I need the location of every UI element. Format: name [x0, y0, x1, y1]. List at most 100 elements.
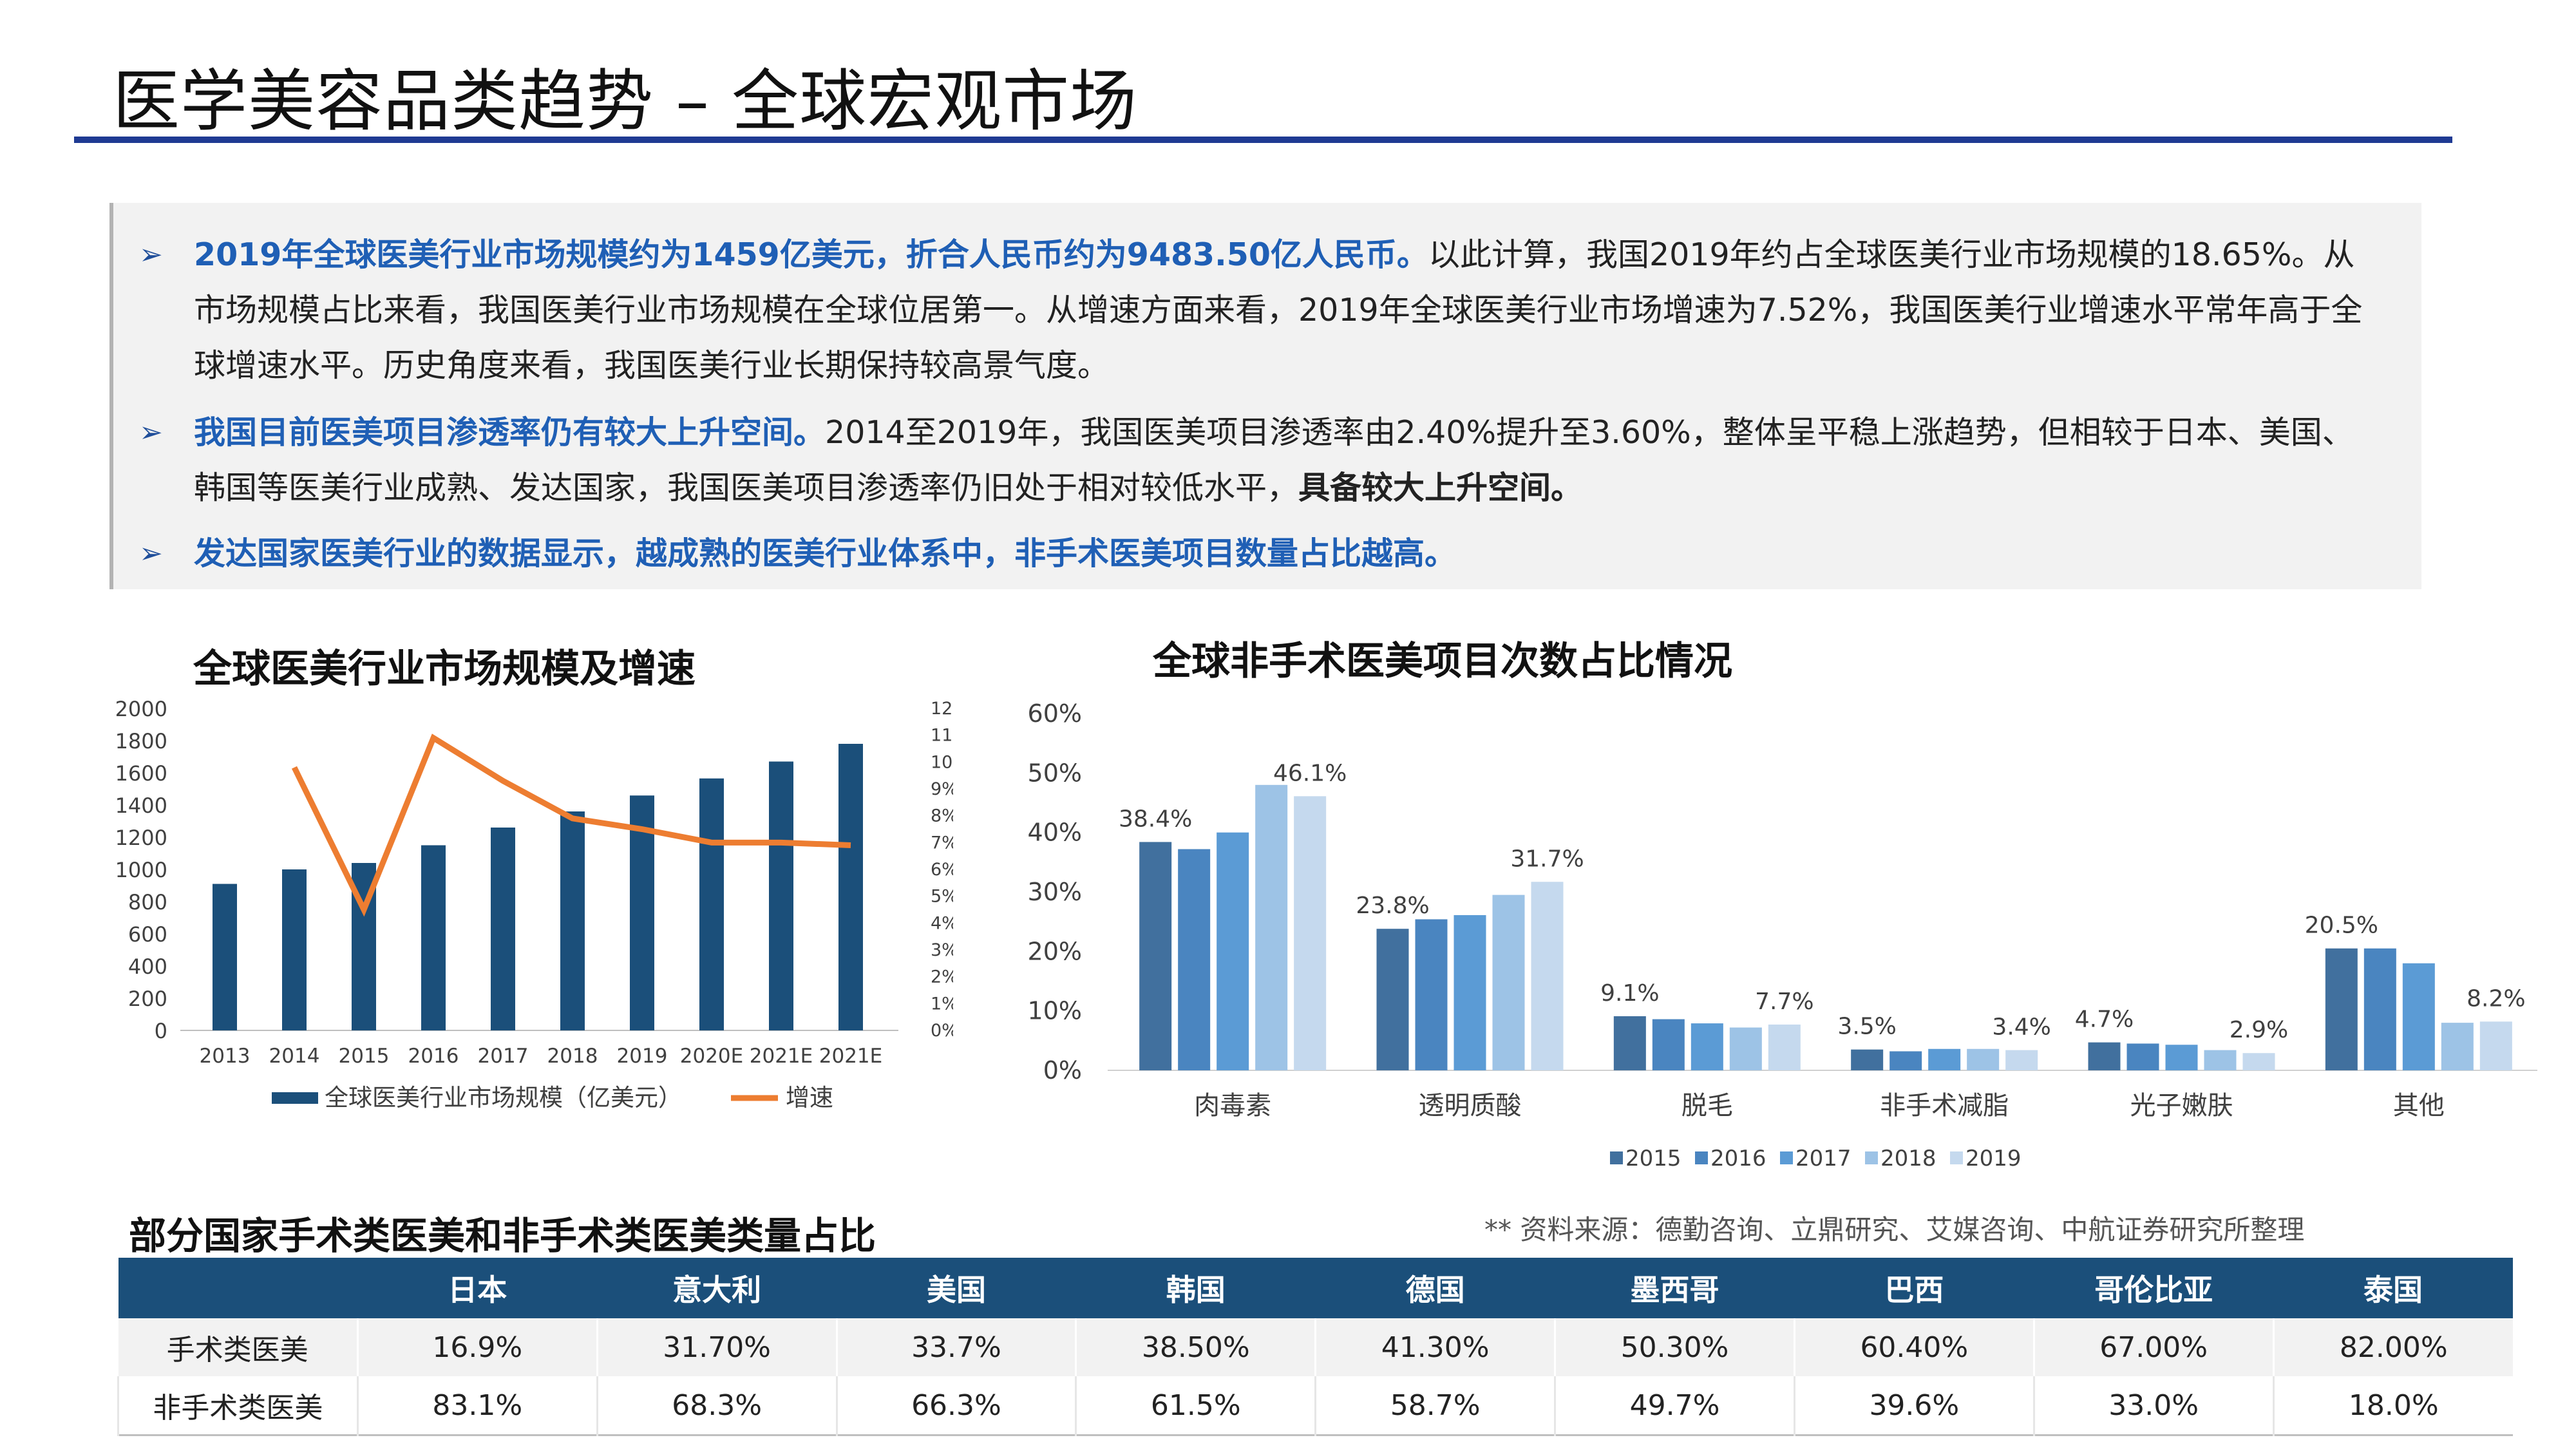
arrow-bullet-icon: ➢ [139, 416, 163, 449]
category-label: 透明质酸 [1419, 1091, 1522, 1121]
country-header: 泰国 [2273, 1258, 2513, 1318]
right-axis-tick: 0% [931, 1021, 953, 1041]
left-axis-tick: 400 [128, 954, 167, 979]
legend-swatch [1950, 1151, 1963, 1164]
country-header: 巴西 [1794, 1258, 2034, 1318]
share-cell: 18.0% [2272, 1376, 2513, 1435]
share-bar [1652, 1019, 1685, 1070]
arrow-bullet-icon: ➢ [139, 537, 163, 570]
share-cell: 58.7% [1314, 1376, 1555, 1435]
right-axis-tick: 5% [931, 887, 953, 907]
summary-highlight-3: 发达国家医美行业的数据显示，越成熟的医美行业体系中，非手术医美项目数量占比越高。 [194, 535, 1457, 572]
share-bar [1690, 1023, 1723, 1070]
share-bar [2165, 1045, 2198, 1070]
legend-swatch-market-size [272, 1092, 318, 1104]
x-axis-tick: 2020E [680, 1045, 743, 1068]
right-axis-tick: 10% [931, 752, 953, 772]
table-row: 手术类医美 16.9% 31.70% 33.7% 38.50% 41.30% 50.30% 6… [118, 1318, 2513, 1376]
category-label: 光子嫩肤 [2130, 1091, 2233, 1121]
left-axis-tick: 0 [155, 1019, 167, 1043]
y-axis-tick: 40% [1028, 819, 1082, 847]
y-axis-tick: 0% [1043, 1056, 1082, 1084]
right-axis-tick: 2% [931, 967, 953, 987]
legend-swatch [1695, 1151, 1708, 1164]
category-label: 脱毛 [1681, 1091, 1733, 1121]
x-axis-tick: 2017 [478, 1045, 529, 1068]
chart2-title: 全球非手术医美项目次数占比情况 [1153, 639, 1732, 684]
share-cell: 50.30% [1554, 1318, 1795, 1376]
summary-text-1: 以此计算，我国2019年约占全球医美行业市场规模的18.65%。从市场规模占比来… [194, 236, 2363, 384]
summary-bullet-1: ➢ 2019年全球医美行业市场规模约为1459亿美元，折合人民币约为9483.5… [139, 227, 2374, 393]
share-cell: 49.7% [1554, 1376, 1795, 1435]
country-header: 韩国 [1075, 1258, 1316, 1318]
left-axis-tick: 1400 [115, 793, 167, 818]
share-cell: 33.7% [835, 1318, 1076, 1376]
left-axis-tick: 1000 [115, 858, 167, 882]
right-axis-tick: 12% [931, 699, 953, 719]
summary-panel: ➢ 2019年全球医美行业市场规模约为1459亿美元，折合人民币约为9483.5… [109, 203, 2421, 589]
legend-label: 2016 [1710, 1146, 1766, 1171]
x-axis-tick: 2014 [269, 1045, 320, 1068]
data-label: 31.7% [1510, 846, 1584, 872]
share-bar [1217, 832, 1249, 1070]
country-header: 意大利 [597, 1258, 837, 1318]
market-size-bar [213, 884, 237, 1030]
y-axis-tick: 10% [1028, 997, 1082, 1025]
left-axis-tick: 1600 [115, 761, 167, 786]
right-axis-tick: 7% [931, 833, 953, 853]
chart1-title: 全球医美行业市场规模及增速 [193, 647, 696, 692]
share-cell: 67.00% [2032, 1318, 2274, 1376]
share-bar [1492, 895, 1525, 1070]
share-cell: 16.9% [356, 1318, 598, 1376]
source-note: ** 资料来源：德勤咨询、立鼎研究、艾媒咨询、中航证券研究所整理 [1484, 1214, 2305, 1245]
share-cell: 41.30% [1314, 1318, 1555, 1376]
market-size-bar [630, 795, 654, 1030]
right-axis-tick: 3% [931, 940, 953, 960]
share-cell: 38.50% [1075, 1318, 1316, 1376]
right-axis-tick: 9% [931, 779, 953, 799]
row-label: 非手术类医美 [117, 1376, 358, 1435]
share-cell: 31.70% [596, 1318, 837, 1376]
share-bar [1294, 796, 1327, 1070]
nonsurgical-share-chart: 0% 10% 20% 30% 40% 50% 60% 38.4% 46.1% 肉毒素 23.8% 31… [1028, 699, 2537, 1171]
share-bar [1928, 1048, 1961, 1070]
share-bar [1889, 1051, 1922, 1070]
right-axis-tick: 11% [931, 726, 953, 746]
row-label: 手术类医美 [118, 1318, 358, 1376]
market-size-bar [282, 869, 307, 1030]
market-size-bar [838, 744, 863, 1030]
data-label: 20.5% [2305, 913, 2378, 939]
data-label: 4.7% [2075, 1007, 2134, 1033]
y-axis-tick: 20% [1028, 937, 1082, 965]
legend-label: 2019 [1965, 1146, 2022, 1171]
data-label: 46.1% [1273, 760, 1347, 786]
share-bar [1531, 882, 1564, 1070]
country-header: 美国 [837, 1258, 1076, 1318]
share-bar [2204, 1050, 2237, 1070]
share-cell: 68.3% [596, 1376, 837, 1435]
right-axis-tick: 4% [931, 913, 953, 933]
summary-highlight-2: 我国目前医美项目渗透率仍有较大上升空间。 [194, 414, 826, 451]
category-label: 其他 [2393, 1091, 2445, 1121]
share-bar [1613, 1016, 1646, 1070]
table-row: 非手术类医美 83.1% 68.3% 66.3% 61.5% 58.7% 49.7% 39.6… [117, 1376, 2513, 1435]
share-cell: 83.1% [356, 1376, 598, 1435]
y-axis-tick: 30% [1028, 878, 1082, 906]
legend-label: 2017 [1795, 1146, 1852, 1171]
left-axis-tick: 1200 [115, 826, 167, 850]
share-bar [2005, 1050, 2038, 1070]
share-bar [1415, 919, 1448, 1070]
left-axis-tick: 800 [128, 890, 167, 914]
data-label: 3.4% [1992, 1014, 2050, 1041]
x-axis-tick: 2021E [819, 1045, 882, 1068]
share-bar [2363, 948, 2396, 1070]
data-label: 7.7% [1755, 989, 1814, 1015]
share-bar [1376, 929, 1409, 1070]
legend-swatch [1780, 1151, 1793, 1164]
share-bar [1729, 1027, 1762, 1070]
arrow-bullet-icon: ➢ [139, 238, 163, 271]
right-axis-tick: 8% [931, 806, 953, 826]
left-axis-tick: 200 [128, 987, 167, 1011]
data-label: 23.8% [1356, 893, 1429, 919]
y-axis-tick: 60% [1028, 699, 1082, 728]
